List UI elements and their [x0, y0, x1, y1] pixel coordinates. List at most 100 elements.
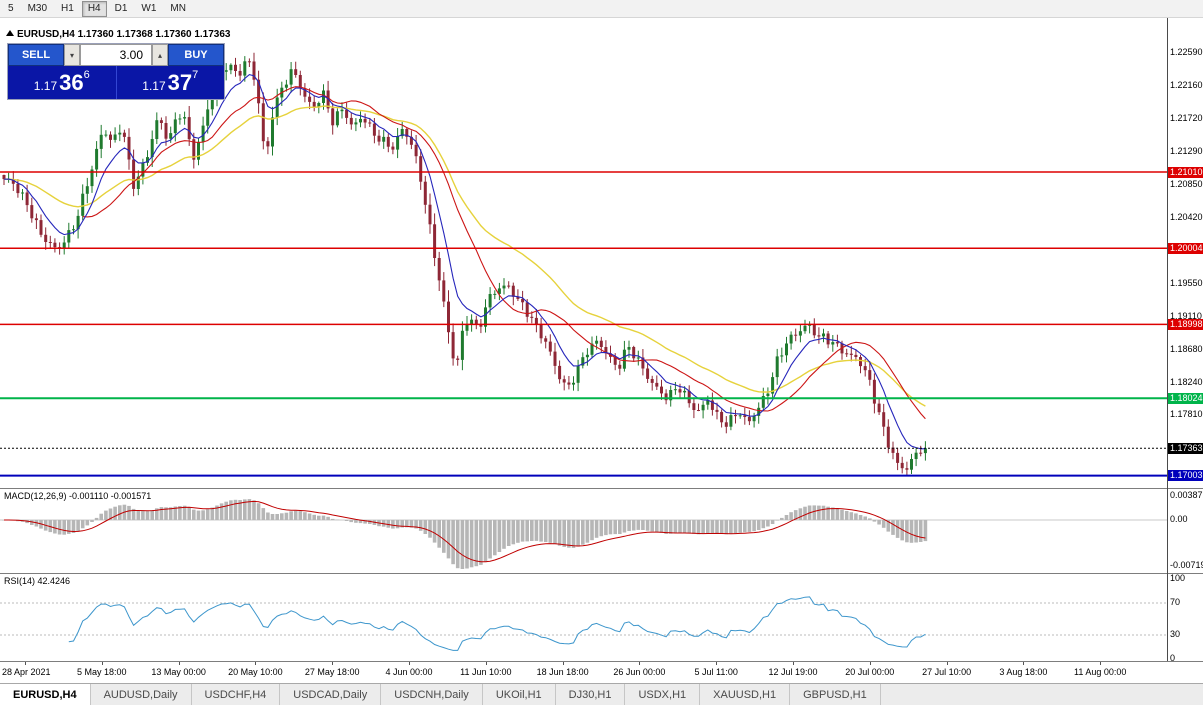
- price-level-badge: 1.17003: [1168, 470, 1203, 482]
- buy-price-pipette: 7: [192, 69, 199, 81]
- time-axis-tick: [793, 662, 794, 665]
- sell-price-big-digits: 36: [59, 69, 84, 95]
- chart-ohlc-title: EURUSD,H4 1.17360 1.17368 1.17360 1.1736…: [6, 29, 231, 40]
- time-axis-label: 20 May 10:00: [228, 667, 283, 677]
- up-arrow-icon: [6, 30, 14, 36]
- price-axis-tick: 1.20850: [1170, 179, 1203, 190]
- time-axis-label: 3 Aug 18:00: [999, 667, 1048, 677]
- sell-price-display[interactable]: 1.17 36 6: [8, 66, 116, 99]
- macd-axis-label: 0.00: [1170, 514, 1188, 524]
- buy-price-prefix: 1.17: [142, 78, 166, 93]
- time-axis-tick: [946, 662, 948, 665]
- time-axis-tick: [639, 662, 641, 665]
- trade-controls-row: SELL ▾ 3.00 ▴ BUY: [8, 44, 224, 66]
- buy-price-big-digits: 37: [167, 69, 193, 95]
- time-axis-tick: [1100, 662, 1102, 665]
- time-axis-label: 27 Jul 10:00: [922, 667, 972, 677]
- price-axis-tick: 1.18240: [1170, 376, 1203, 387]
- rsi-axis-label: 70: [1170, 597, 1181, 607]
- price-axis-tick: 1.19550: [1170, 277, 1203, 288]
- price-axis[interactable]: 1.22590 1.22160 1.21720 1.21290 1.20850 1.204…: [1167, 18, 1203, 661]
- chart-tab-audusd[interactable]: AUDUSD,Daily: [90, 684, 192, 705]
- time-axis-tick: [332, 662, 334, 665]
- time-axis-tick: [178, 662, 180, 665]
- time-axis-label: 26 Jun 00:00: [613, 667, 666, 677]
- price-axis-tick: 1.20420: [1170, 211, 1203, 222]
- time-axis[interactable]: 28 Apr 2021 5 May 18:00 13 May 00:00 20 May…: [0, 661, 1203, 683]
- macd-svg: [0, 499, 1167, 569]
- rsi-axis-label: 0: [1170, 653, 1176, 662]
- macd-label: MACD(12,26,9) -0.001110 -0.001571: [4, 491, 152, 501]
- chart-tabs-bar: EURUSD,H4 AUDUSD,Daily USDCHF,H4 USDCAD,Dai…: [0, 683, 1203, 705]
- chart-tab-eurusd[interactable]: EURUSD,H4: [0, 684, 91, 705]
- chart-tab-usdchf[interactable]: USDCHF,H4: [191, 684, 281, 705]
- price-axis-tick: 1.22160: [1170, 79, 1203, 90]
- time-axis-tick: [485, 662, 487, 665]
- time-axis-label: 18 Jun 18:00: [536, 667, 589, 677]
- time-axis-tick: [25, 662, 26, 665]
- chevron-up-icon: ▴: [157, 50, 162, 60]
- chevron-down-icon: ▾: [69, 50, 74, 60]
- timeframe-button-5[interactable]: 5: [8, 2, 14, 14]
- rsi-svg: [0, 596, 1167, 651]
- chart-tab-ukoil[interactable]: UKOil,H1: [482, 684, 556, 705]
- price-axis-tick: 1.19110: [1170, 310, 1202, 321]
- price-level-badge: 1.18024: [1168, 392, 1203, 404]
- macd-axis-label: 0.00387: [1170, 489, 1203, 500]
- time-axis-label: 11 Aug 00:00: [1073, 667, 1127, 677]
- timeframe-button-m30[interactable]: M30: [27, 2, 48, 14]
- price-axis-tick: 1.17810: [1170, 409, 1203, 420]
- price-chart-pane[interactable]: EURUSD,H4 1.17360 1.17368 1.17360 1.1736…: [0, 18, 1167, 488]
- volume-down-button[interactable]: ▾: [64, 44, 80, 66]
- price-axis-tick: 1.21290: [1170, 145, 1203, 156]
- volume-input[interactable]: 3.00: [80, 44, 152, 66]
- price-level-badge: 1.20004: [1168, 242, 1203, 254]
- price-axis-tick: 1.18680: [1170, 343, 1203, 354]
- time-axis-tick: [1023, 662, 1025, 665]
- sell-price-pipette: 6: [83, 69, 90, 81]
- time-axis-label: 4 Jun 00:00: [385, 667, 433, 677]
- rsi-axis-label: 100: [1170, 573, 1186, 583]
- time-axis-tick: [869, 662, 871, 665]
- price-axis-tick: 1.21720: [1170, 113, 1203, 124]
- chart-tab-gbpusd[interactable]: GBPUSD,H1: [790, 684, 881, 705]
- buy-button[interactable]: BUY: [168, 44, 224, 66]
- price-level-badge: 1.17363: [1168, 442, 1203, 454]
- time-axis-label: 13 May 00:00: [151, 667, 206, 677]
- price-level-badge: 1.21010: [1168, 166, 1203, 178]
- chart-tab-usdx[interactable]: USDX,H1: [625, 684, 701, 705]
- chart-tab-xauusd[interactable]: XAUUSD,H1: [700, 684, 791, 705]
- time-axis-label: 28 Apr 2021: [2, 667, 51, 677]
- time-axis-tick: [101, 662, 103, 665]
- one-click-trading-panel: SELL ▾ 3.00 ▴ BUY 1.17 36 6 1.17: [8, 44, 224, 99]
- axis-separator: [1168, 573, 1203, 574]
- timeframe-button-mn[interactable]: MN: [170, 2, 186, 14]
- chart-tab-dj30[interactable]: DJ30,H1: [555, 684, 626, 705]
- timeframe-button-w1[interactable]: W1: [141, 2, 157, 14]
- chart-tab-usdcad[interactable]: USDCAD,Daily: [280, 684, 382, 705]
- axis-separator: [1168, 488, 1203, 489]
- chart-title-text: EURUSD,H4 1.17360 1.17368 1.17360 1.1736…: [17, 29, 231, 40]
- horizontal-levels-group: [0, 171, 1167, 477]
- timeframe-button-h4[interactable]: H4: [81, 0, 107, 17]
- macd-indicator-pane[interactable]: MACD(12,26,9) -0.001110 -0.001571: [0, 488, 1167, 573]
- sell-button[interactable]: SELL: [8, 44, 64, 66]
- sell-price-prefix: 1.17: [33, 78, 58, 93]
- time-axis-label: 5 Jul 11:00: [694, 667, 738, 677]
- buy-price-display[interactable]: 1.17 37 7: [115, 66, 224, 99]
- timeframe-button-d1[interactable]: D1: [114, 2, 128, 14]
- chart-tab-usdcnh[interactable]: USDCNH,Daily: [381, 684, 483, 705]
- time-axis-label: 11 Jun 10:00: [460, 667, 512, 677]
- macd-axis-label: -0.00719: [1170, 559, 1203, 570]
- volume-up-button[interactable]: ▴: [152, 44, 168, 66]
- candles-group: [2, 52, 927, 476]
- time-axis-tick: [716, 662, 718, 665]
- rsi-indicator-pane[interactable]: RSI(14) 42.4246: [0, 573, 1167, 661]
- chart-area: EURUSD,H4 1.17360 1.17368 1.17360 1.1736…: [0, 18, 1203, 661]
- timeframe-toolbar: 5 M30 H1 H4 D1 W1 MN: [0, 0, 1203, 18]
- rsi-label: RSI(14) 42.4246: [4, 576, 71, 586]
- time-axis-label: 5 May 18:00: [77, 667, 127, 677]
- price-axis-tick: 1.22590: [1170, 47, 1203, 58]
- timeframe-button-h1[interactable]: H1: [61, 2, 74, 14]
